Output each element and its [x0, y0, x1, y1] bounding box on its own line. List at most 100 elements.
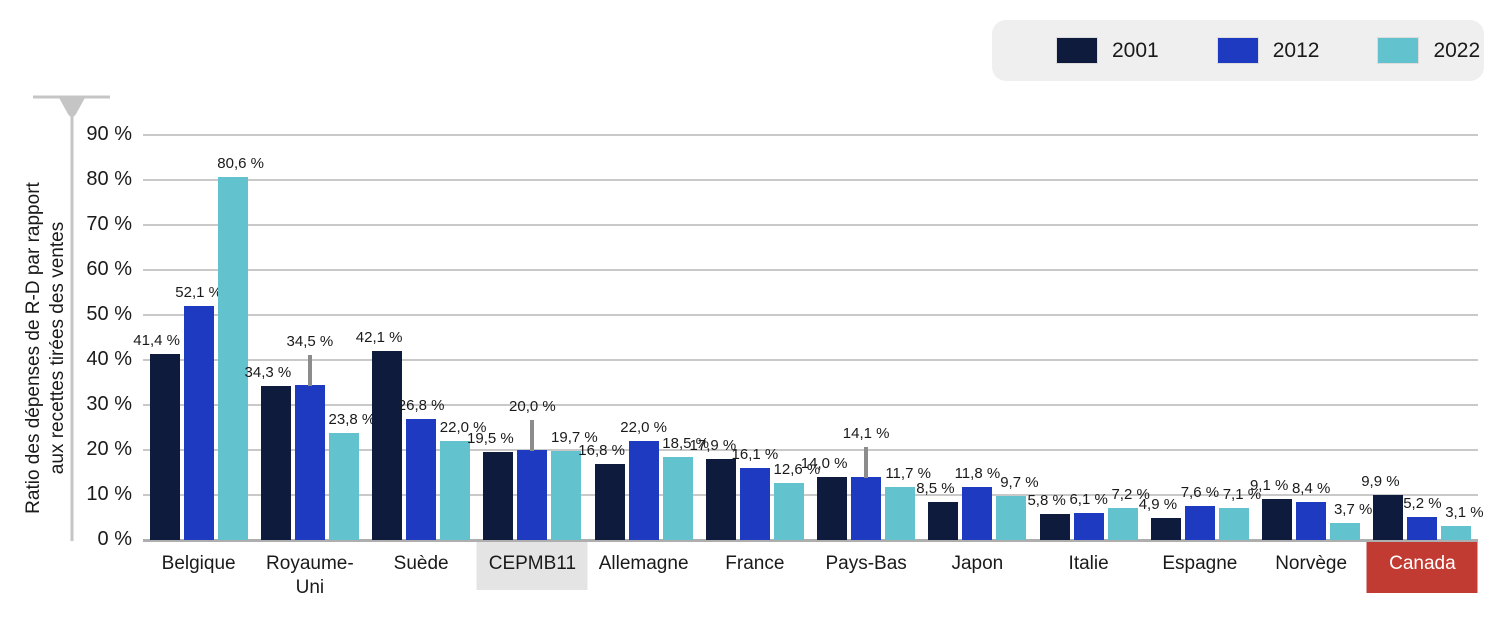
- y-tick-label: 60 %: [86, 258, 132, 280]
- gridline-10: [143, 494, 1478, 496]
- legend-item-2012: 2012: [1216, 37, 1319, 64]
- bar-value-label: 9,1 %: [1249, 477, 1289, 495]
- bar-Royaume--Uni-2012: [294, 384, 325, 540]
- x-axis-label-Norvège: Norvège: [1275, 553, 1348, 574]
- legend-item-2022: 2022: [1377, 37, 1480, 64]
- bar-CEPMB11-2022: [551, 451, 582, 540]
- bar-Allemagne-2022: [662, 456, 693, 540]
- bar-value-label: 20,0 %: [509, 398, 556, 415]
- gridline-60: [143, 269, 1478, 271]
- bar-Italie-2022: [1107, 507, 1138, 540]
- legend-swatch-2022: [1377, 37, 1420, 64]
- bar-Pays-Bas-2001: [817, 477, 848, 540]
- bar-value-label: 7,6 %: [1180, 483, 1220, 501]
- y-tick-label: 30 %: [86, 393, 132, 415]
- bar-Suède-2012: [406, 419, 437, 540]
- y-tick-label: 90 %: [86, 123, 132, 145]
- bar-Pays-Bas-2022: [885, 487, 916, 540]
- y-tick-label: 70 %: [86, 213, 132, 235]
- gridline-50: [143, 314, 1478, 316]
- legend: 2001 2012 2022: [992, 20, 1484, 81]
- bar-Allemagne-2012: [628, 441, 659, 540]
- y-tick-label: 20 %: [86, 438, 132, 460]
- y-tick-label: 40 %: [86, 348, 132, 370]
- bar-value-label: 16,1 %: [731, 445, 779, 463]
- x-axis-label-CEPMB11: CEPMB11: [488, 553, 577, 574]
- bar-value-label: 14,1 %: [842, 424, 890, 442]
- bar-CEPMB11-2012: [517, 450, 548, 540]
- bar-Norvège-2001: [1262, 499, 1293, 540]
- bar-Belgique-2022: [217, 177, 248, 540]
- legend-swatch-2001: [1056, 37, 1098, 64]
- bar-value-label: 7,2 %: [1111, 485, 1150, 503]
- legend-label: 2022: [1433, 38, 1481, 62]
- bar-Allemagne-2001: [594, 464, 625, 540]
- bar-value-label: 26,8 %: [397, 397, 445, 415]
- gridline-70: [143, 224, 1478, 226]
- bar-CEPMB11-2001: [483, 452, 514, 540]
- y-tick-label: 80 %: [86, 168, 132, 190]
- bar-Canada-2001: [1373, 495, 1404, 540]
- bar-value-label: 17,9 %: [689, 437, 737, 455]
- bar-value-label: 8,5 %: [916, 479, 955, 497]
- bar-Norvège-2012: [1296, 502, 1327, 540]
- y-axis-line: [33, 95, 110, 541]
- bar-value-label: 22,0 %: [439, 419, 487, 436]
- bar-value-label: 23,8 %: [328, 410, 376, 428]
- bar-Pays-Bas-2012: [851, 476, 882, 540]
- bar-Japon-2022: [996, 496, 1027, 540]
- label-leader-line: [864, 446, 869, 478]
- bar-value-label: 8,4 %: [1291, 480, 1331, 498]
- bar-Canada-2012: [1407, 516, 1438, 540]
- x-axis-label-Belgique: Belgique: [161, 553, 236, 574]
- bar-value-label: 7,1 %: [1222, 486, 1262, 504]
- bar-value-label: 22,0 %: [620, 419, 667, 436]
- bar-value-label: 80,6 %: [217, 155, 264, 173]
- bar-value-label: 5,8 %: [1027, 491, 1066, 509]
- bar-value-label: 19,7 %: [551, 429, 598, 447]
- bar-value-label: 11,8 %: [954, 464, 1001, 482]
- bar-France-2022: [773, 483, 804, 540]
- x-axis-label-Suède: Suède: [393, 553, 449, 574]
- legend-label: 2001: [1112, 38, 1159, 62]
- bar-value-label: 6,1 %: [1069, 490, 1108, 508]
- bar-Japon-2012: [962, 486, 993, 540]
- bar-Italie-2001: [1039, 513, 1070, 540]
- bar-value-label: 18,5 %: [662, 434, 709, 452]
- bar-value-label: 12,6 %: [773, 461, 821, 479]
- gridline-30: [143, 404, 1478, 406]
- bar-value-label: 19,5 %: [467, 430, 514, 448]
- category-highlight-canada: [1366, 542, 1478, 593]
- bar-value-label: 42,1 %: [355, 328, 403, 346]
- x-axis-label-Italie: Italie: [1068, 553, 1109, 574]
- bar-value-label: 9,7 %: [1000, 474, 1039, 492]
- bar-value-label: 3,1 %: [1445, 504, 1484, 522]
- bar-Royaume--Uni-2001: [260, 385, 291, 540]
- gridline-80: [143, 179, 1478, 181]
- bar-value-label: 52,1 %: [175, 283, 222, 301]
- y-tick-label: 50 %: [86, 303, 132, 325]
- label-leader-line: [307, 354, 312, 386]
- bar-Suède-2022: [440, 441, 471, 540]
- bar-value-label: 5,2 %: [1403, 494, 1442, 512]
- gridline-20: [143, 449, 1478, 451]
- gridline-40: [143, 359, 1478, 361]
- bar-France-2012: [739, 467, 770, 540]
- bar-value-label: 14,0 %: [800, 455, 848, 472]
- x-axis-baseline: [143, 539, 1478, 542]
- bar-Belgique-2001: [149, 353, 180, 540]
- bar-value-label: 9,9 %: [1361, 473, 1400, 491]
- bar-value-label: 41,4 %: [133, 331, 180, 349]
- x-axis-label-Royaume--Uni: Royaume- Uni: [266, 553, 354, 598]
- y-tick-label: 0 %: [97, 528, 132, 550]
- bar-Espagne-2012: [1184, 505, 1215, 540]
- bar-value-label: 16,8 %: [578, 442, 625, 460]
- bar-Espagne-2001: [1150, 517, 1181, 540]
- bar-Canada-2022: [1441, 526, 1472, 540]
- bar-value-label: 3,7 %: [1333, 501, 1373, 519]
- x-axis-label-Canada: Canada: [1389, 553, 1456, 574]
- label-leader-line: [530, 420, 535, 451]
- bar-Norvège-2022: [1330, 523, 1361, 540]
- bar-value-label: 34,3 %: [244, 363, 292, 381]
